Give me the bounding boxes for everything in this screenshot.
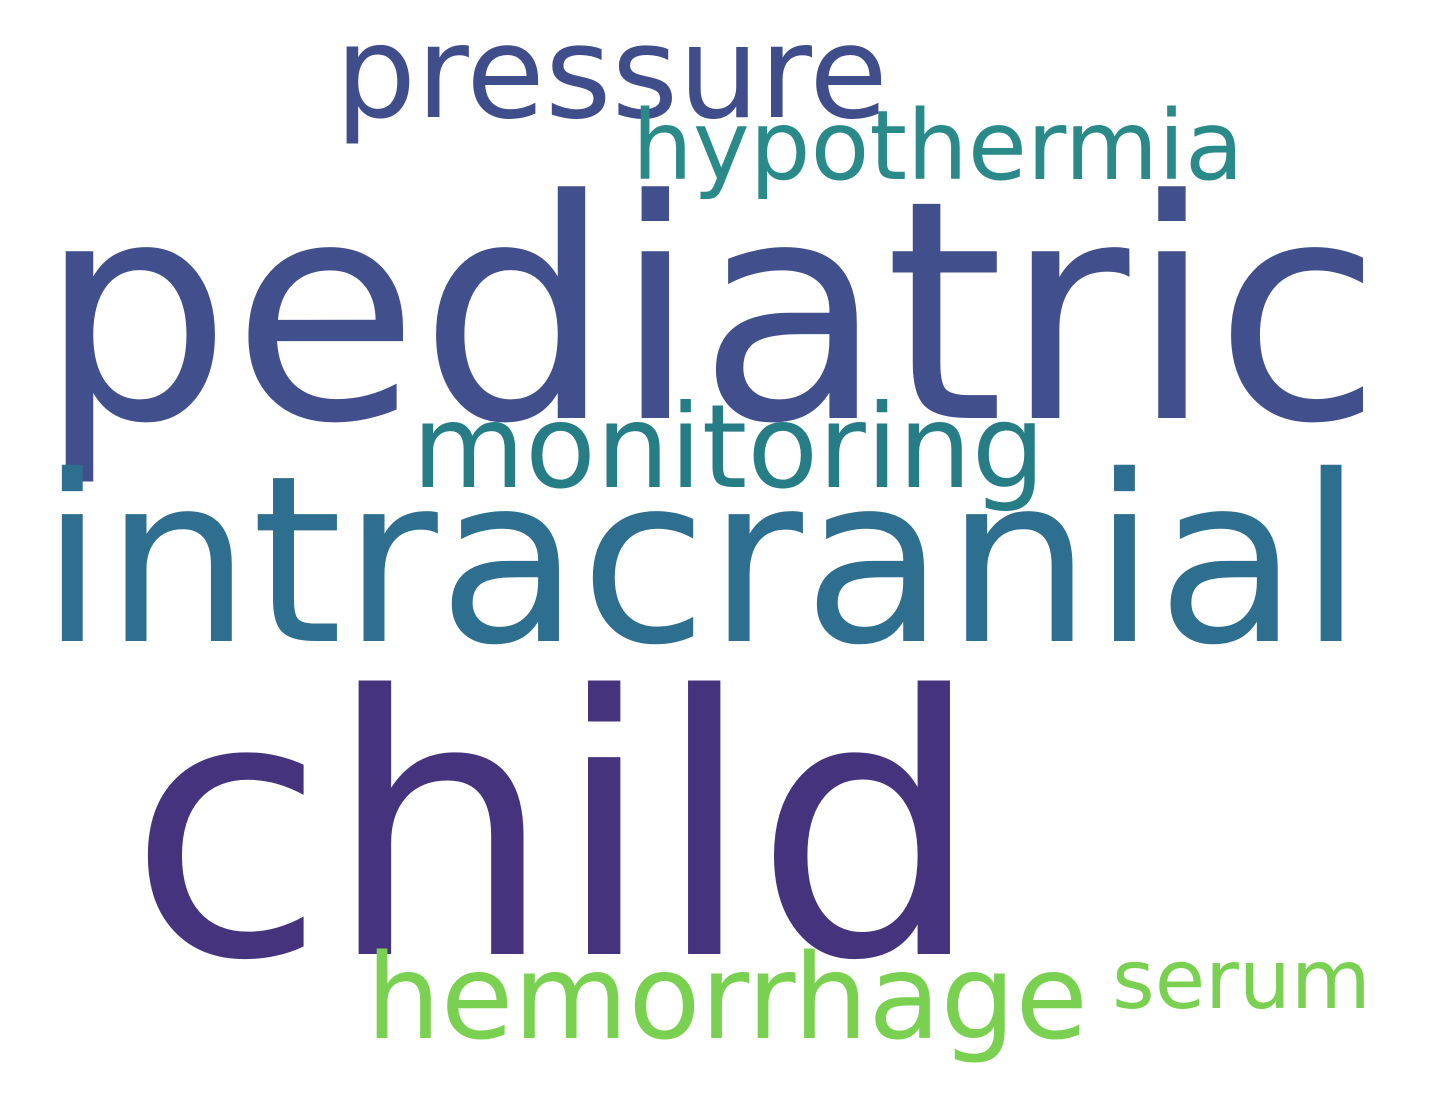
word-monitoring: monitoring [412,380,1046,515]
word-pressure: pressure [335,0,888,148]
word-intracranial: intracranial [40,426,1364,696]
word-pediatric: pediatric [38,135,1382,490]
word-child: child [128,620,983,1039]
word-hemorrhage: hemorrhage [366,928,1089,1066]
word-serum: serum [1112,933,1371,1028]
word-hypothermia: hypothermia [632,90,1244,202]
